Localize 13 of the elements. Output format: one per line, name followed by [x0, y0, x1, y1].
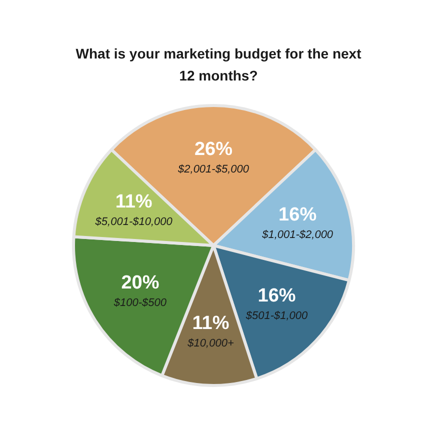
data-label: 11%	[192, 312, 230, 334]
data-label: 16%	[278, 204, 317, 226]
data-label: 20%	[121, 272, 160, 294]
slice-label: $5,001-$10,000	[94, 216, 174, 228]
data-label: 26%	[194, 139, 233, 160]
slice-label: $1,001-$2,000	[261, 228, 334, 241]
slice-label: $2,001-$5,000	[177, 164, 250, 176]
data-label: 11%	[115, 192, 152, 213]
slice-label: $501-$1,000	[244, 310, 309, 322]
slice-label: $10,000+	[186, 337, 234, 350]
slice-label: $100-$500	[112, 297, 168, 310]
chart-title: What is your marketing budget for the next 12 months?	[76, 46, 362, 84]
data-label: 16%	[258, 285, 296, 306]
